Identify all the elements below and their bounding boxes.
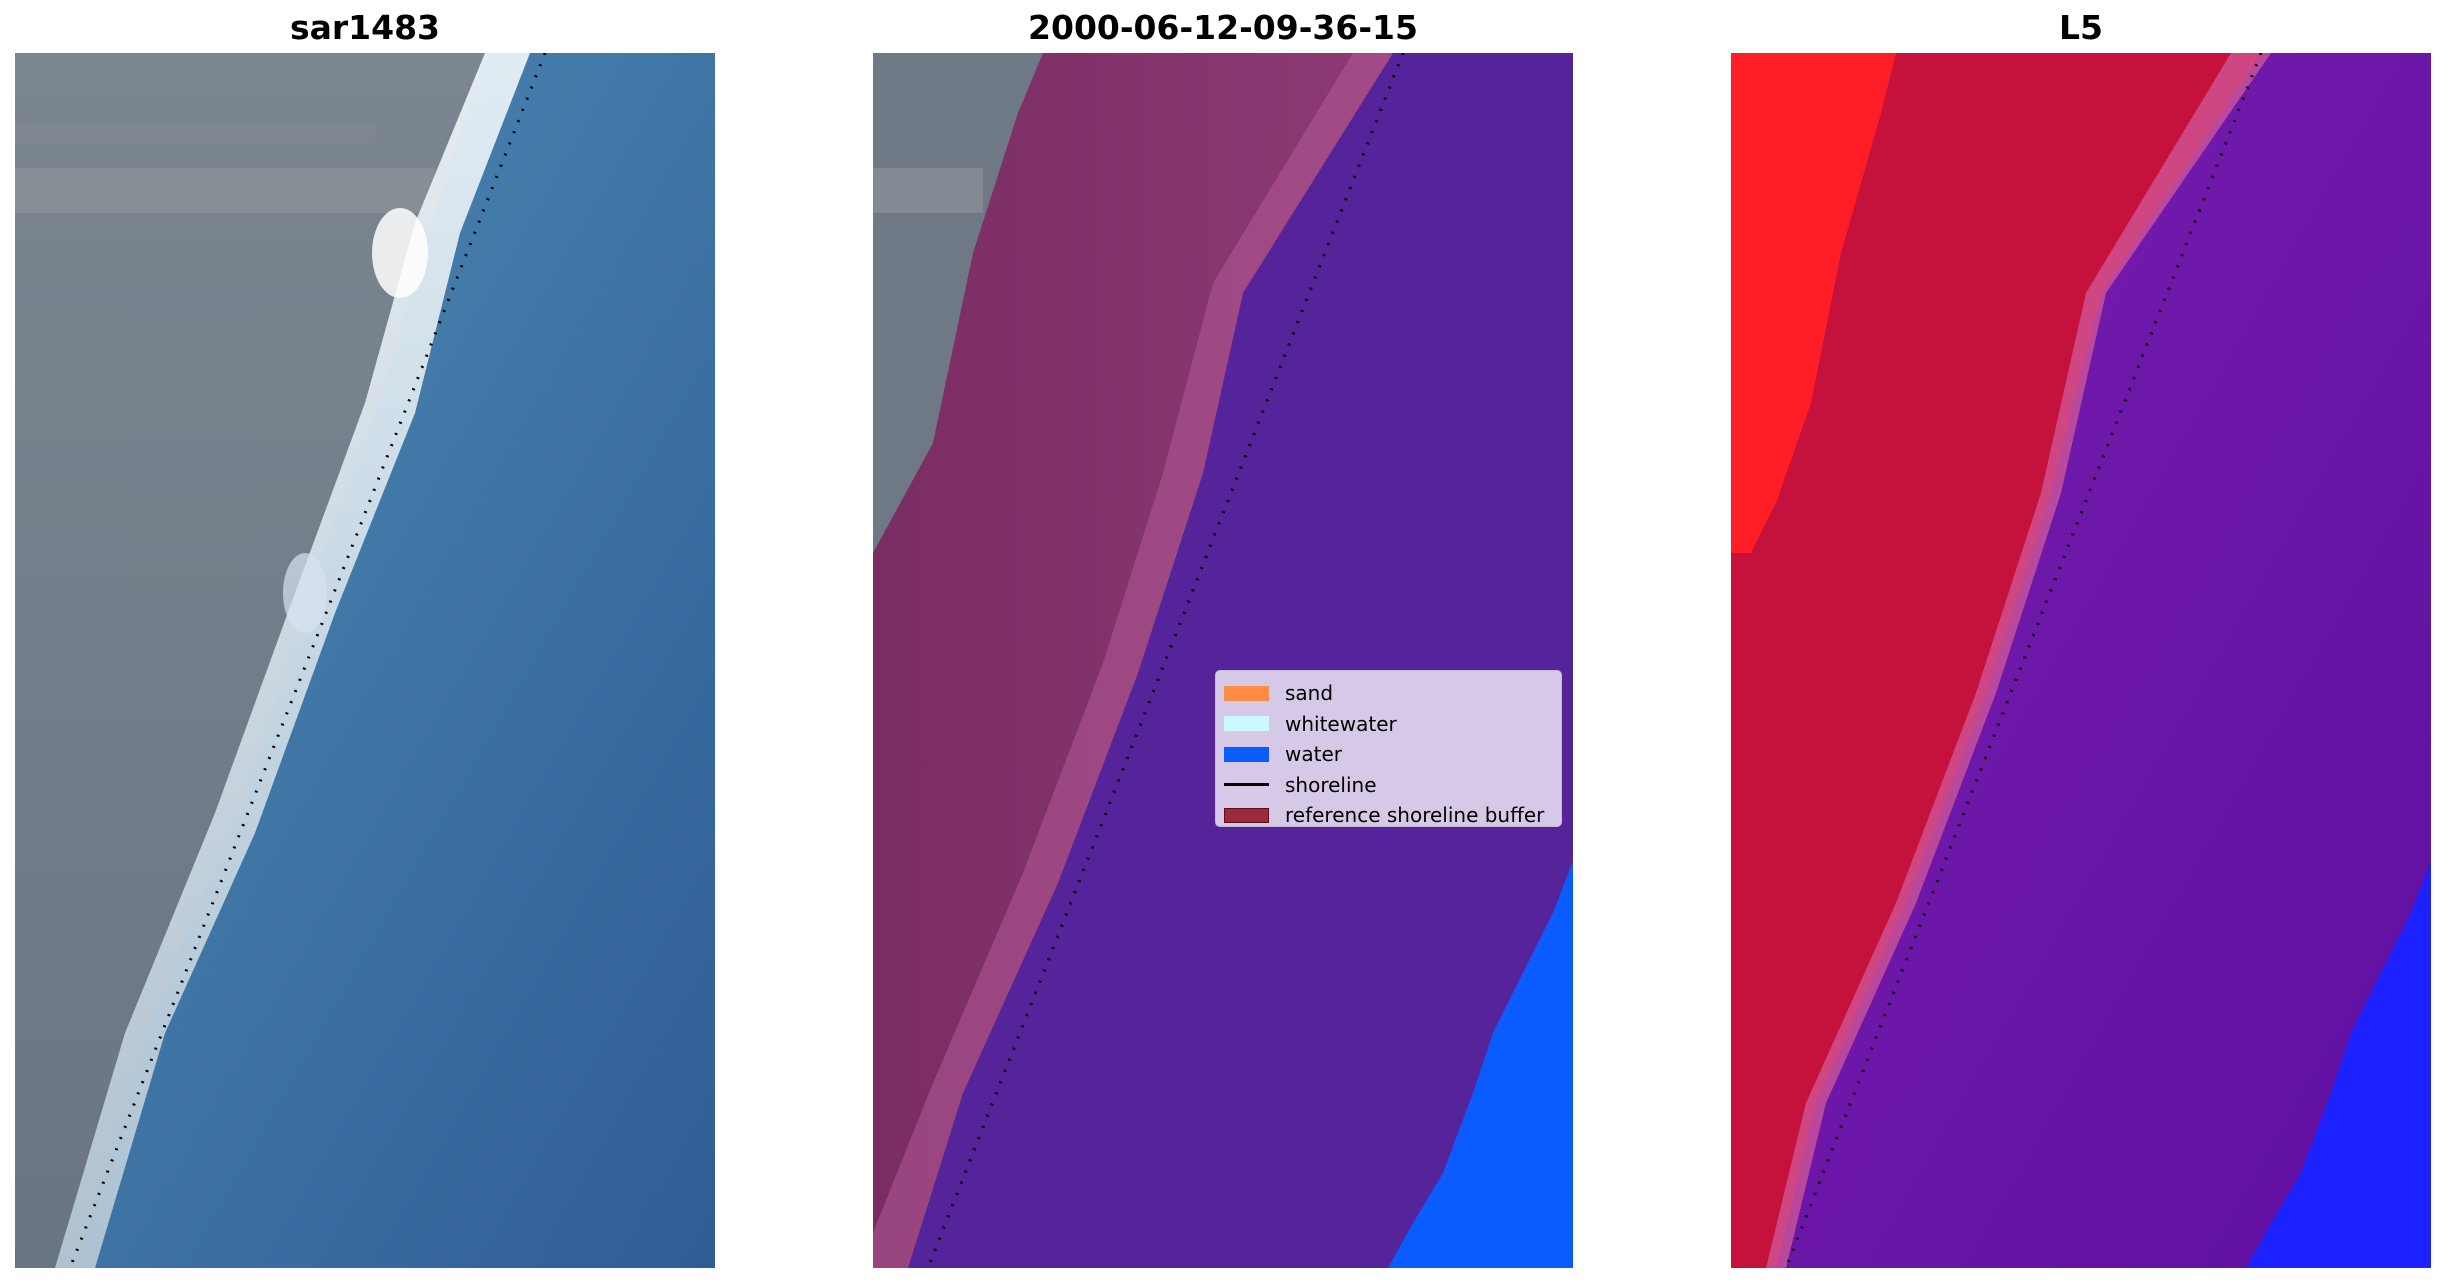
- legend-line-shoreline: [1224, 783, 1269, 787]
- index-blue-patch: [2246, 861, 2431, 1268]
- road-band: [15, 168, 435, 213]
- land-area: [15, 53, 485, 1268]
- shoreline: [68, 53, 547, 1268]
- whitewater-band: [55, 53, 530, 1268]
- classified-image-panel: [873, 53, 1573, 1268]
- legend-label: shoreline: [1285, 772, 1377, 797]
- legend-label: reference shoreline buffer: [1285, 803, 1545, 828]
- index-image-panel: [1731, 53, 2431, 1268]
- panel-title-classified: 2000-06-12-09-36-15: [1028, 8, 1418, 47]
- legend-swatch-whitewater: [1224, 716, 1269, 732]
- legend-item-shoreline: shoreline: [1216, 770, 1561, 801]
- shoreline: [926, 53, 1405, 1268]
- legend-item-water: water: [1216, 739, 1561, 770]
- legend-swatch-water: [1224, 746, 1269, 762]
- legend-item-buffer: reference shoreline buffer: [1216, 800, 1561, 831]
- legend-label: water: [1285, 742, 1342, 767]
- legend-item-whitewater: whitewater: [1216, 709, 1561, 740]
- rgb-image-panel: [15, 53, 715, 1268]
- index-high-area: [1731, 53, 1896, 553]
- buffer-bright-edge: [873, 53, 1393, 1268]
- road-band: [873, 168, 983, 213]
- panel-title-index: L5: [2059, 8, 2103, 47]
- water-class-patch: [1388, 861, 1573, 1268]
- road-band-2: [15, 123, 375, 143]
- bright-foam-patch: [372, 208, 428, 298]
- legend-item-sand: sand: [1216, 678, 1561, 709]
- legend: sand whitewater water shoreline referenc…: [1215, 670, 1562, 827]
- legend-label: whitewater: [1285, 711, 1397, 736]
- legend-label: sand: [1285, 681, 1334, 706]
- legend-swatch-buffer: [1224, 807, 1269, 823]
- shoreline: [1784, 53, 2263, 1268]
- foam-patch: [283, 553, 327, 633]
- panel-title-rgb: sar1483: [289, 8, 441, 47]
- legend-swatch-sand: [1224, 685, 1269, 701]
